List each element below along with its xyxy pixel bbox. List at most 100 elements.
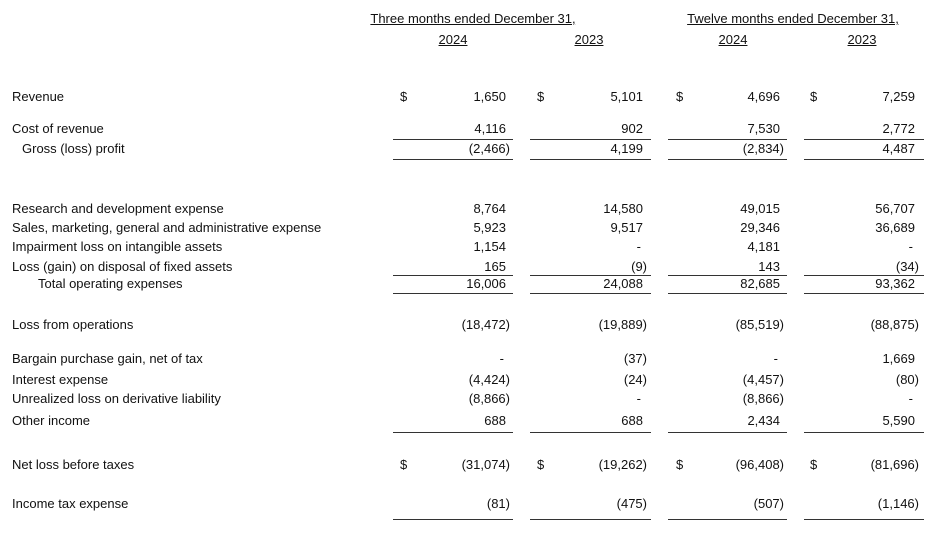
currency-symbol: $: [676, 89, 684, 104]
currency-symbol: $: [676, 457, 684, 472]
row-label: Bargain purchase gain, net of tax: [12, 351, 203, 366]
row-label: Gross (loss) profit: [22, 141, 125, 156]
row-label: Cost of revenue: [12, 121, 104, 136]
row-label: Sales, marketing, general and administra…: [12, 220, 322, 235]
cell-value: (81,696): [870, 457, 919, 472]
cell-value: 902: [621, 121, 643, 136]
cell-value: (34): [895, 259, 919, 274]
cell-value: -: [908, 391, 913, 406]
cell-value: (2,466): [468, 141, 510, 156]
cell-value: -: [908, 239, 913, 254]
header-year: 2023: [574, 32, 604, 47]
cell-value: (507): [753, 496, 784, 511]
underline-divider: [804, 519, 924, 520]
underline-divider: [668, 275, 787, 276]
currency-symbol: $: [810, 89, 818, 104]
currency-symbol: $: [537, 89, 545, 104]
cell-value: 14,580: [603, 201, 643, 216]
underline-divider: [804, 159, 924, 160]
underline-divider: [668, 139, 787, 140]
cell-value: (85,519): [735, 317, 784, 332]
underline-divider: [668, 519, 787, 520]
underline-divider: [393, 159, 513, 160]
underline-divider: [804, 293, 924, 294]
cell-value: (24): [623, 372, 647, 387]
cell-value: 4,199: [610, 141, 643, 156]
row-label: Revenue: [12, 89, 65, 104]
currency-symbol: $: [810, 457, 818, 472]
underline-divider: [530, 432, 651, 433]
underline-divider: [668, 432, 787, 433]
cell-value: (8,866): [468, 391, 510, 406]
cell-value: (81): [486, 496, 510, 511]
cell-value: 2,434: [747, 413, 780, 428]
cell-value: 165: [484, 259, 506, 274]
row-label: Interest expense: [12, 372, 109, 387]
currency-symbol: $: [400, 89, 408, 104]
cell-value: 2,772: [882, 121, 915, 136]
cell-value: 5,101: [610, 89, 643, 104]
cell-value: 24,088: [603, 276, 643, 291]
underline-divider: [530, 519, 651, 520]
underline-divider: [804, 139, 924, 140]
cell-value: 93,362: [875, 276, 915, 291]
cell-value: (37): [623, 351, 647, 366]
underline-divider: [393, 293, 513, 294]
currency-symbol: $: [537, 457, 545, 472]
header-year: 2024: [718, 32, 748, 47]
cell-value: 1,650: [473, 89, 506, 104]
cell-value: 688: [621, 413, 643, 428]
cell-value: (9): [631, 259, 647, 274]
underline-divider: [530, 159, 651, 160]
row-label: Impairment loss on intangible assets: [12, 239, 223, 254]
cell-value: -: [636, 391, 641, 406]
underline-divider: [393, 519, 513, 520]
cell-value: 7,259: [882, 89, 915, 104]
underline-divider: [393, 275, 513, 276]
cell-value: 29,346: [740, 220, 780, 235]
currency-symbol: $: [400, 457, 408, 472]
cell-value: 1,669: [882, 351, 915, 366]
cell-value: (1,146): [877, 496, 919, 511]
cell-value: -: [636, 239, 641, 254]
cell-value: (88,875): [870, 317, 919, 332]
header-twelve-months: Twelve months ended December 31,: [687, 11, 899, 26]
cell-value: (2,834): [742, 141, 784, 156]
row-label: Unrealized loss on derivative liability: [12, 391, 221, 406]
row-label: Loss from operations: [12, 317, 134, 332]
cell-value: (8,866): [742, 391, 784, 406]
cell-value: 16,006: [466, 276, 506, 291]
cell-value: 4,487: [882, 141, 915, 156]
cell-value: (18,472): [461, 317, 510, 332]
cell-value: 4,181: [747, 239, 780, 254]
underline-divider: [530, 275, 651, 276]
underline-divider: [530, 293, 651, 294]
cell-value: -: [499, 351, 504, 366]
cell-value: 7,530: [747, 121, 780, 136]
cell-value: 36,689: [875, 220, 915, 235]
underline-divider: [668, 159, 787, 160]
cell-value: (475): [616, 496, 647, 511]
cell-value: (4,424): [468, 372, 510, 387]
cell-value: 9,517: [610, 220, 643, 235]
cell-value: (80): [895, 372, 919, 387]
cell-value: 1,154: [473, 239, 506, 254]
header-three-months: Three months ended December 31,: [370, 11, 576, 26]
cell-value: (19,262): [598, 457, 647, 472]
cell-value: (96,408): [735, 457, 784, 472]
cell-value: (31,074): [461, 457, 510, 472]
cell-value: -: [773, 351, 778, 366]
cell-value: 49,015: [740, 201, 780, 216]
row-label: Net loss before taxes: [12, 457, 135, 472]
cell-value: (19,889): [598, 317, 647, 332]
underline-divider: [804, 275, 924, 276]
underline-divider: [393, 432, 513, 433]
cell-value: 4,696: [747, 89, 780, 104]
underline-divider: [530, 139, 651, 140]
row-label: Income tax expense: [12, 496, 129, 511]
underline-divider: [668, 293, 787, 294]
cell-value: 82,685: [740, 276, 780, 291]
header-year: 2023: [847, 32, 877, 47]
header-year: 2024: [438, 32, 468, 47]
cell-value: 4,116: [474, 121, 506, 136]
